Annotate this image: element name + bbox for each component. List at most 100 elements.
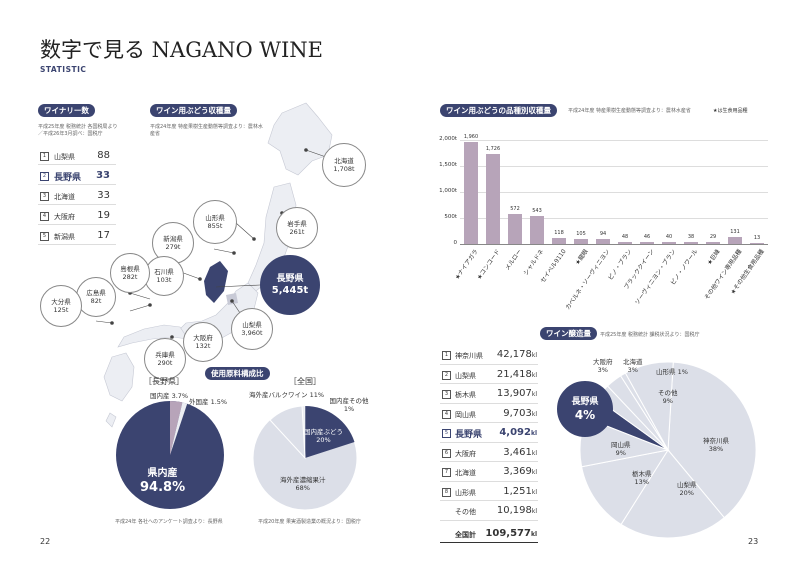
volume-unit: kl <box>531 488 537 496</box>
rank-number: 5 <box>442 429 451 438</box>
volume-value: 13,907 <box>496 388 532 399</box>
y-gridline <box>460 244 768 245</box>
prefecture-name: 山梨県 <box>54 153 75 161</box>
prod-slice-label-other: その他 9% <box>658 389 678 405</box>
volume-unit: kl <box>531 508 537 515</box>
nagano-material-pie <box>116 400 224 509</box>
nagano-material-note: 平成24年 各社へのアンケート調査より：長野県 <box>115 519 223 525</box>
x-category-label: ★巨峰 <box>705 248 722 267</box>
y-gridline <box>460 166 768 167</box>
winery-row: 2 長野県 33 <box>38 169 116 185</box>
left-page-number: 22 <box>40 537 51 546</box>
winery-count: 88 <box>97 150 110 161</box>
rank-number: 1 <box>40 152 49 161</box>
prod-slice-label-hokkaido: 北海道 3% <box>623 358 643 374</box>
grape-harvest-source: 平成24年度 特産果樹生産動態等調査より：農林水産省 <box>150 124 263 137</box>
region-bubble-hiroshima: 広島県 82t <box>76 277 116 317</box>
region-bubble-oita: 大分県 125t <box>40 285 82 327</box>
y-tick-label: 1,500t <box>439 162 457 168</box>
y-tick-label: 2,000t <box>439 136 457 142</box>
nagano-slice-domestic: 国内産 3.7% <box>150 392 189 400</box>
variety-chart-legend-note: ★は生食用品種 <box>713 108 748 114</box>
bar-value-label: 38 <box>687 234 695 241</box>
bar <box>486 154 500 244</box>
total-unit: kl <box>530 530 537 538</box>
volume-unit: kl <box>531 449 537 457</box>
prod-slice-label-yamanashi: 山梨県 20% <box>677 481 697 497</box>
volume-unit: kl <box>531 352 537 359</box>
y-gridline <box>460 140 768 141</box>
production-pie-slice <box>667 361 757 519</box>
y-tick-label: 500t <box>444 214 457 220</box>
bar <box>618 241 632 244</box>
prefecture-name: 北海道 <box>54 193 75 201</box>
winery-row: 5 新潟県 17 <box>38 229 116 245</box>
nagano-highlight <box>204 261 228 303</box>
production-pie-slice <box>581 449 670 526</box>
total-value: 109,577 <box>485 527 531 539</box>
prefecture-name: 山形県 <box>455 488 476 497</box>
rank-number: 1 <box>442 351 451 360</box>
bar <box>574 238 588 244</box>
bar-value-label: 94 <box>599 231 607 238</box>
japan-pie-title: ［全国］ <box>289 377 321 386</box>
bar-value-label: 1,726 <box>485 146 501 153</box>
x-category-label: メルロー <box>503 248 524 272</box>
x-category-label: ★龍眼 <box>573 248 590 267</box>
production-row: 3 栃木県 13,907kl <box>440 386 538 404</box>
production-volume: 13,907kl <box>497 388 537 399</box>
volume-value: 3,369 <box>503 466 532 477</box>
production-row: 8 山形県 1,251kl <box>440 484 538 501</box>
bar-value-label: 131 <box>730 229 740 236</box>
production-volume: 1,251kl <box>503 486 537 497</box>
production-total-row: 全国計 109,577kl <box>440 526 538 543</box>
volume-unit: kl <box>530 430 537 437</box>
production-pie <box>579 361 757 539</box>
prefecture-name: 大阪府 <box>455 449 476 458</box>
production-nagano-bubble: 長野県 4% <box>557 381 613 437</box>
production-row: 2 山梨県 21,418kl <box>440 367 538 384</box>
region-bubble-nagano: 長野県 5,445t <box>260 255 320 315</box>
production-row: 5 長野県 4,092kl <box>440 425 538 443</box>
production-row: その他 10,198kl <box>440 503 538 521</box>
bar-value-label: 46 <box>643 233 651 240</box>
bar <box>464 142 478 244</box>
japan-slice-bulk: 海外産バルクワイン 11% <box>249 391 325 399</box>
total-label: 全国計 <box>455 530 476 539</box>
page-title: 数字で見る NAGANO WINE <box>40 38 324 62</box>
japan-slice-grapes: 国内産ぶどう 20% <box>304 428 343 444</box>
region-bubble-yamanashi: 山梨県 3,960t <box>231 308 273 350</box>
bar <box>530 215 544 244</box>
prefecture-name: 長野県 <box>455 430 483 440</box>
bar <box>662 241 676 244</box>
bar-value-label: 105 <box>576 230 586 237</box>
winery-count: 19 <box>97 210 110 221</box>
wineries-label: ワイナリー数 <box>38 104 95 117</box>
bar <box>552 237 566 244</box>
production-row: 7 北海道 3,369kl <box>440 464 538 482</box>
bar-value-label: 572 <box>510 206 520 213</box>
bar <box>640 241 654 244</box>
prefecture-name: 長野県 <box>54 173 82 183</box>
production-row: 1 神奈川県 42,178kl <box>440 347 538 365</box>
volume-value: 4,092 <box>499 427 531 438</box>
region-bubble-iwate: 岩手県 261t <box>276 207 318 249</box>
prefecture-name: 栃木県 <box>455 391 476 399</box>
prefecture-name: その他 <box>455 508 476 516</box>
winery-count: 33 <box>96 170 110 181</box>
production-volume: 10,198kl <box>497 505 537 516</box>
production-row: 4 岡山県 9,703kl <box>440 406 538 423</box>
prefecture-name: 新潟県 <box>54 233 75 241</box>
bar-value-label: 118 <box>554 229 564 236</box>
production-volume: 9,703kl <box>503 408 537 419</box>
rank-number: 6 <box>442 448 451 458</box>
variety-chart-label: ワイン用ぶどうの品種別収穫量 <box>440 104 557 117</box>
wine-production-source: 平成25年度 税務統計 課税状況より：国税庁 <box>600 332 700 338</box>
y-gridline <box>460 218 768 219</box>
volume-unit: kl <box>531 410 537 418</box>
winery-count: 33 <box>97 190 110 201</box>
production-volume: 4,092kl <box>499 427 537 438</box>
volume-value: 1,251 <box>503 485 532 497</box>
volume-value: 10,198 <box>496 505 532 516</box>
region-bubble-ishikawa: 石川県 103t <box>144 256 184 296</box>
